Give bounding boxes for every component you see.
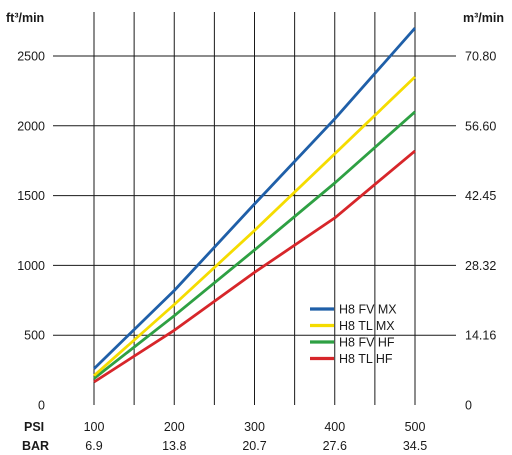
x-secondary-label: BAR (22, 439, 49, 453)
y-left-tick-label: 0 (38, 399, 45, 413)
x-bar-tick-label: 27.6 (323, 439, 347, 453)
x-psi-tick-label: 200 (164, 420, 185, 434)
legend: H8 FV MX H8 TL MX H8 FV HF H8 TL HF (310, 303, 397, 366)
y-left-unit: ft³/min (6, 11, 44, 25)
x-primary-label: PSI (24, 420, 44, 434)
legend-label: H8 TL HF (339, 352, 393, 366)
legend-label: H8 TL MX (339, 319, 395, 333)
x-psi-tick-label: 500 (405, 420, 426, 434)
y-right-tick-label: 42.45 (465, 189, 496, 203)
y-left-tick-label: 2500 (17, 50, 45, 64)
y-right-tick-label: 28.32 (465, 259, 496, 273)
x-psi-tick-label: 300 (244, 420, 265, 434)
y-right-tick-label: 0 (465, 399, 472, 413)
x-bar-tick-label: 6.9 (85, 439, 102, 453)
series-lines (93, 27, 417, 384)
x-psi-tick-label: 100 (84, 420, 105, 434)
tick-labels: 0 500 1000 1500 2000 2500 0 14.16 28.32 42.45 56.6… (17, 50, 496, 454)
y-right-tick-label: 14.16 (465, 329, 496, 343)
grid (53, 12, 456, 405)
y-right-unit: m³/min (463, 11, 504, 25)
x-bar-tick-label: 34.5 (403, 439, 427, 453)
legend-label: H8 FV HF (339, 336, 395, 350)
series-line-h8-fv-mx (93, 27, 417, 370)
y-left-tick-label: 500 (24, 329, 45, 343)
y-left-tick-label: 1000 (17, 259, 45, 273)
legend-label: H8 FV MX (339, 303, 397, 317)
y-right-tick-label: 56.60 (465, 119, 496, 133)
y-right-tick-label: 70.80 (465, 50, 496, 64)
y-left-tick-label: 2000 (17, 119, 45, 133)
y-left-tick-label: 1500 (17, 189, 45, 203)
series-line-h8-tl-hf (93, 149, 416, 384)
x-bar-tick-label: 20.7 (242, 439, 266, 453)
series-line-h8-fv-hf (93, 110, 416, 380)
x-psi-tick-label: 400 (324, 420, 345, 434)
series-line-h8-tl-mx (93, 75, 416, 377)
x-bar-tick-label: 13.8 (162, 439, 186, 453)
